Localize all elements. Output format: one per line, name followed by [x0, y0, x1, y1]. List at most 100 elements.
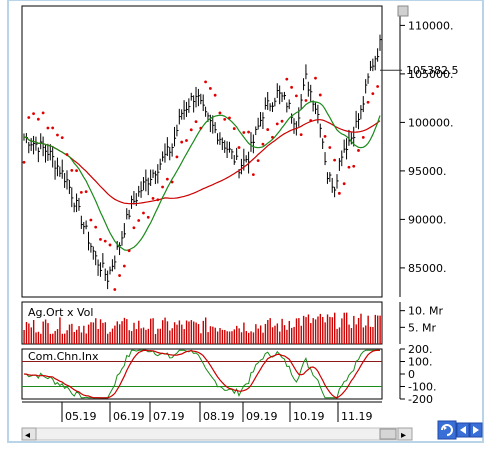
- previous-button[interactable]: [456, 422, 470, 438]
- volume-bar: [279, 331, 281, 344]
- sar-dot: [213, 93, 217, 97]
- sar-dot: [151, 197, 155, 200]
- volume-bar: [324, 322, 326, 344]
- sar-dot: [170, 180, 174, 184]
- volume-bar: [169, 330, 171, 344]
- scroll-right-button[interactable]: ▸: [397, 427, 413, 441]
- sar-dot: [304, 99, 308, 102]
- scrollbar-thumb[interactable]: [379, 428, 397, 440]
- volume-bar: [255, 324, 257, 344]
- sar-dot: [280, 119, 284, 123]
- sar-dot: [51, 126, 55, 130]
- sar-dot: [41, 111, 45, 115]
- volume-bar: [214, 327, 216, 344]
- volume-bar: [317, 316, 319, 344]
- volume-bar: [300, 325, 302, 344]
- scroll-left-icon: ◂: [25, 430, 30, 441]
- volume-bar: [83, 325, 85, 344]
- sar-dot: [79, 190, 83, 194]
- time-tick-label: 05.19: [65, 410, 97, 423]
- volume-bar: [128, 330, 130, 344]
- volume-bar: [247, 332, 250, 344]
- volume-bar: [219, 327, 221, 344]
- scroll-left-button-face[interactable]: [21, 427, 37, 441]
- sar-dot: [318, 93, 322, 97]
- volume-bar: [80, 332, 83, 344]
- volume-bar: [360, 313, 362, 344]
- sar-dot: [299, 133, 303, 137]
- volume-bar: [75, 329, 78, 344]
- sar-dot: [237, 146, 241, 149]
- time-tick-label: 10.19: [293, 410, 325, 423]
- scrollbar-track[interactable]: [21, 427, 413, 441]
- volume-bar: [66, 330, 68, 344]
- sar-dot: [347, 165, 351, 169]
- sar-dot: [70, 168, 74, 172]
- volume-bar: [142, 327, 145, 344]
- volume-bar: [97, 328, 99, 344]
- sar-dot: [314, 76, 317, 80]
- scroll-left-button[interactable]: ◂: [21, 427, 37, 441]
- volume-bar: [372, 327, 374, 344]
- sar-dot: [56, 133, 59, 137]
- volume-bar: [329, 316, 331, 344]
- volume-bar: [322, 316, 324, 344]
- sar-dot: [251, 173, 255, 176]
- volume-bar: [334, 312, 336, 344]
- volume-bar: [171, 328, 173, 344]
- sar-dot: [352, 164, 356, 168]
- price-tick-label: 105000.: [408, 68, 454, 81]
- cci-line: [23, 349, 380, 399]
- sar-dot: [323, 135, 327, 138]
- volume-bar: [288, 320, 291, 344]
- sar-dot: [27, 116, 31, 119]
- volume-bar: [173, 322, 176, 344]
- volume-bar: [286, 329, 288, 344]
- volume-bar: [355, 324, 357, 344]
- volume-title: Ag.Ort x Vol: [28, 306, 93, 319]
- horizontal-scrollbar[interactable]: ◂ ▸: [21, 427, 413, 441]
- panel-corner-button[interactable]: [397, 5, 409, 17]
- next-arrow-icon: [473, 426, 479, 434]
- volume-bar: [348, 324, 350, 344]
- volume-bar: [377, 315, 379, 344]
- volume-bar: [85, 333, 87, 344]
- volume-bar: [310, 323, 312, 344]
- volume-bar: [49, 333, 52, 344]
- sar-dot: [142, 211, 145, 215]
- refresh-button-face[interactable]: [437, 420, 457, 440]
- sar-dot: [32, 112, 35, 116]
- sar-dot: [175, 155, 179, 159]
- volume-bar: [226, 331, 228, 344]
- volume-bars: [23, 312, 381, 344]
- volume-bar: [224, 329, 226, 344]
- scroll-right-button-face[interactable]: [397, 427, 413, 441]
- volume-bar: [281, 318, 283, 344]
- refresh-button[interactable]: [437, 420, 457, 440]
- volume-bar: [259, 325, 262, 344]
- volume-axis-ticks: 10. Mr 5. Mr: [400, 305, 443, 334]
- volume-bar: [195, 322, 197, 344]
- sar-dot: [189, 128, 193, 132]
- volume-bar: [138, 320, 140, 344]
- sar-dot: [232, 127, 236, 130]
- volume-bar: [298, 318, 300, 344]
- volume-bar: [216, 331, 219, 344]
- time-tick-label: 09.19: [246, 410, 278, 423]
- time-axis-ticks: 05.19 06.19 07.19 08.19 09.19 10.19 11.19: [61, 402, 373, 423]
- sar-dot: [36, 117, 40, 121]
- price-panel: 110000.105000.100000.95000.90000.85000. …: [21, 5, 459, 298]
- sar-dot: [132, 226, 136, 230]
- sar-dot: [122, 264, 126, 268]
- volume-bar: [166, 321, 169, 344]
- sar-dot: [371, 92, 375, 96]
- volume-bar: [181, 324, 183, 344]
- volume-bar: [107, 333, 109, 344]
- volume-bar: [295, 318, 298, 344]
- sar-dot: [271, 135, 274, 139]
- volume-bar: [47, 323, 49, 344]
- next-button[interactable]: [469, 422, 483, 438]
- sar-dot: [309, 119, 313, 122]
- sar-dot: [204, 80, 207, 84]
- volume-bar: [54, 330, 56, 344]
